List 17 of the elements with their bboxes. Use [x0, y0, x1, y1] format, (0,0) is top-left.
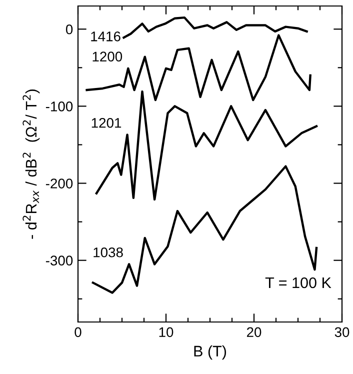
- y-tick-label: -300: [46, 256, 73, 266]
- annotation: T = 100 K: [265, 277, 332, 288]
- line-series: [92, 165, 318, 294]
- x-tick-label: 20: [246, 327, 262, 338]
- text: - d$^{2}$R$_{xx}$ / dB$^{2}$ (Ω$^{2}$/ T$^{2}$): [22, 90, 40, 239]
- y-tick-label: -200: [46, 178, 73, 188]
- series-label: 1200: [92, 52, 122, 62]
- x-tick-label: 0: [74, 327, 82, 338]
- line-series: [122, 16, 308, 39]
- x-tick-label: 10: [159, 327, 174, 338]
- series-label: 1201: [92, 118, 122, 128]
- series-label: 1416: [91, 31, 120, 42]
- y-tick-label: -100: [46, 102, 73, 112]
- y-tick-label: 0: [66, 24, 73, 34]
- series-label: 1038: [94, 247, 123, 258]
- x-axis-title: B (T): [194, 345, 226, 360]
- x-tick-label: 30: [334, 327, 350, 338]
